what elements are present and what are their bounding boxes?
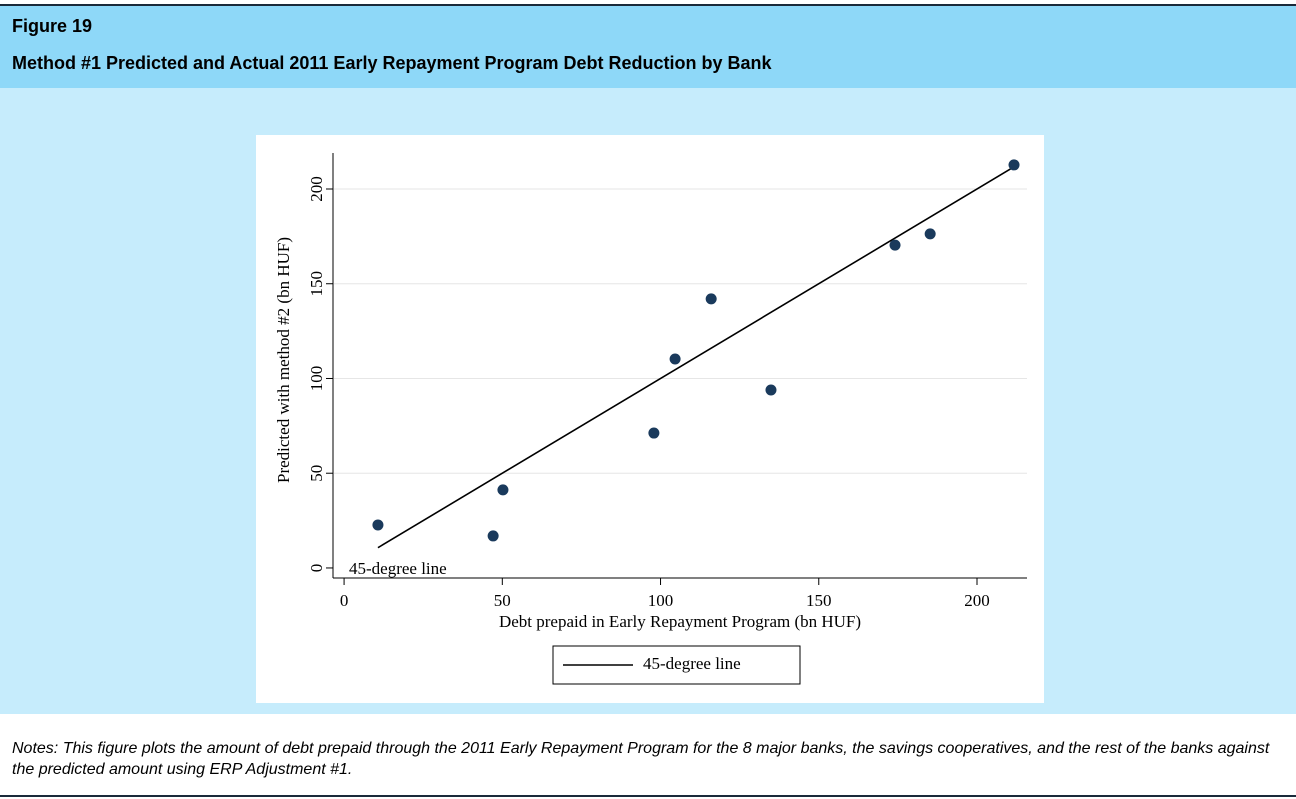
y-tick-label: 0 [307, 564, 326, 573]
point [1008, 159, 1020, 171]
x-axis-label: Debt prepaid in Early Repayment Program … [499, 612, 861, 631]
y-tick-label: 100 [307, 366, 326, 392]
notes: Notes: This figure plots the amount of d… [12, 740, 1270, 778]
x-tick-label: 0 [340, 591, 349, 610]
point [889, 239, 901, 251]
y-tick-label: 150 [307, 271, 326, 297]
chart-panel [256, 135, 1044, 703]
y-tick-label: 50 [307, 465, 326, 482]
figure-title: Method #1 Predicted and Actual 2011 Earl… [12, 53, 772, 73]
point [497, 484, 509, 496]
point [924, 228, 936, 240]
point [705, 293, 717, 305]
x-tick-label: 100 [648, 591, 674, 610]
rule [0, 4, 1296, 6]
x-tick-label: 200 [964, 591, 990, 610]
x-tick-label: 50 [494, 591, 511, 610]
figure-label: Figure 19 [12, 16, 93, 36]
point [487, 530, 499, 542]
figure-header: Figure 19 Method #1 Predicted and Actual… [0, 6, 1296, 88]
point [765, 384, 777, 396]
y-axis-label: Predicted with method #2 (bn HUF) [274, 237, 293, 483]
point [372, 519, 384, 531]
rule [0, 795, 1296, 797]
point [669, 353, 681, 365]
x-tick-label: 150 [806, 591, 832, 610]
reference-line [377, 166, 1015, 549]
annotation: 45-degree line [349, 559, 447, 578]
y-tick-label: 200 [307, 176, 326, 202]
legend-label: 45-degree line [643, 654, 741, 673]
point [648, 427, 660, 439]
